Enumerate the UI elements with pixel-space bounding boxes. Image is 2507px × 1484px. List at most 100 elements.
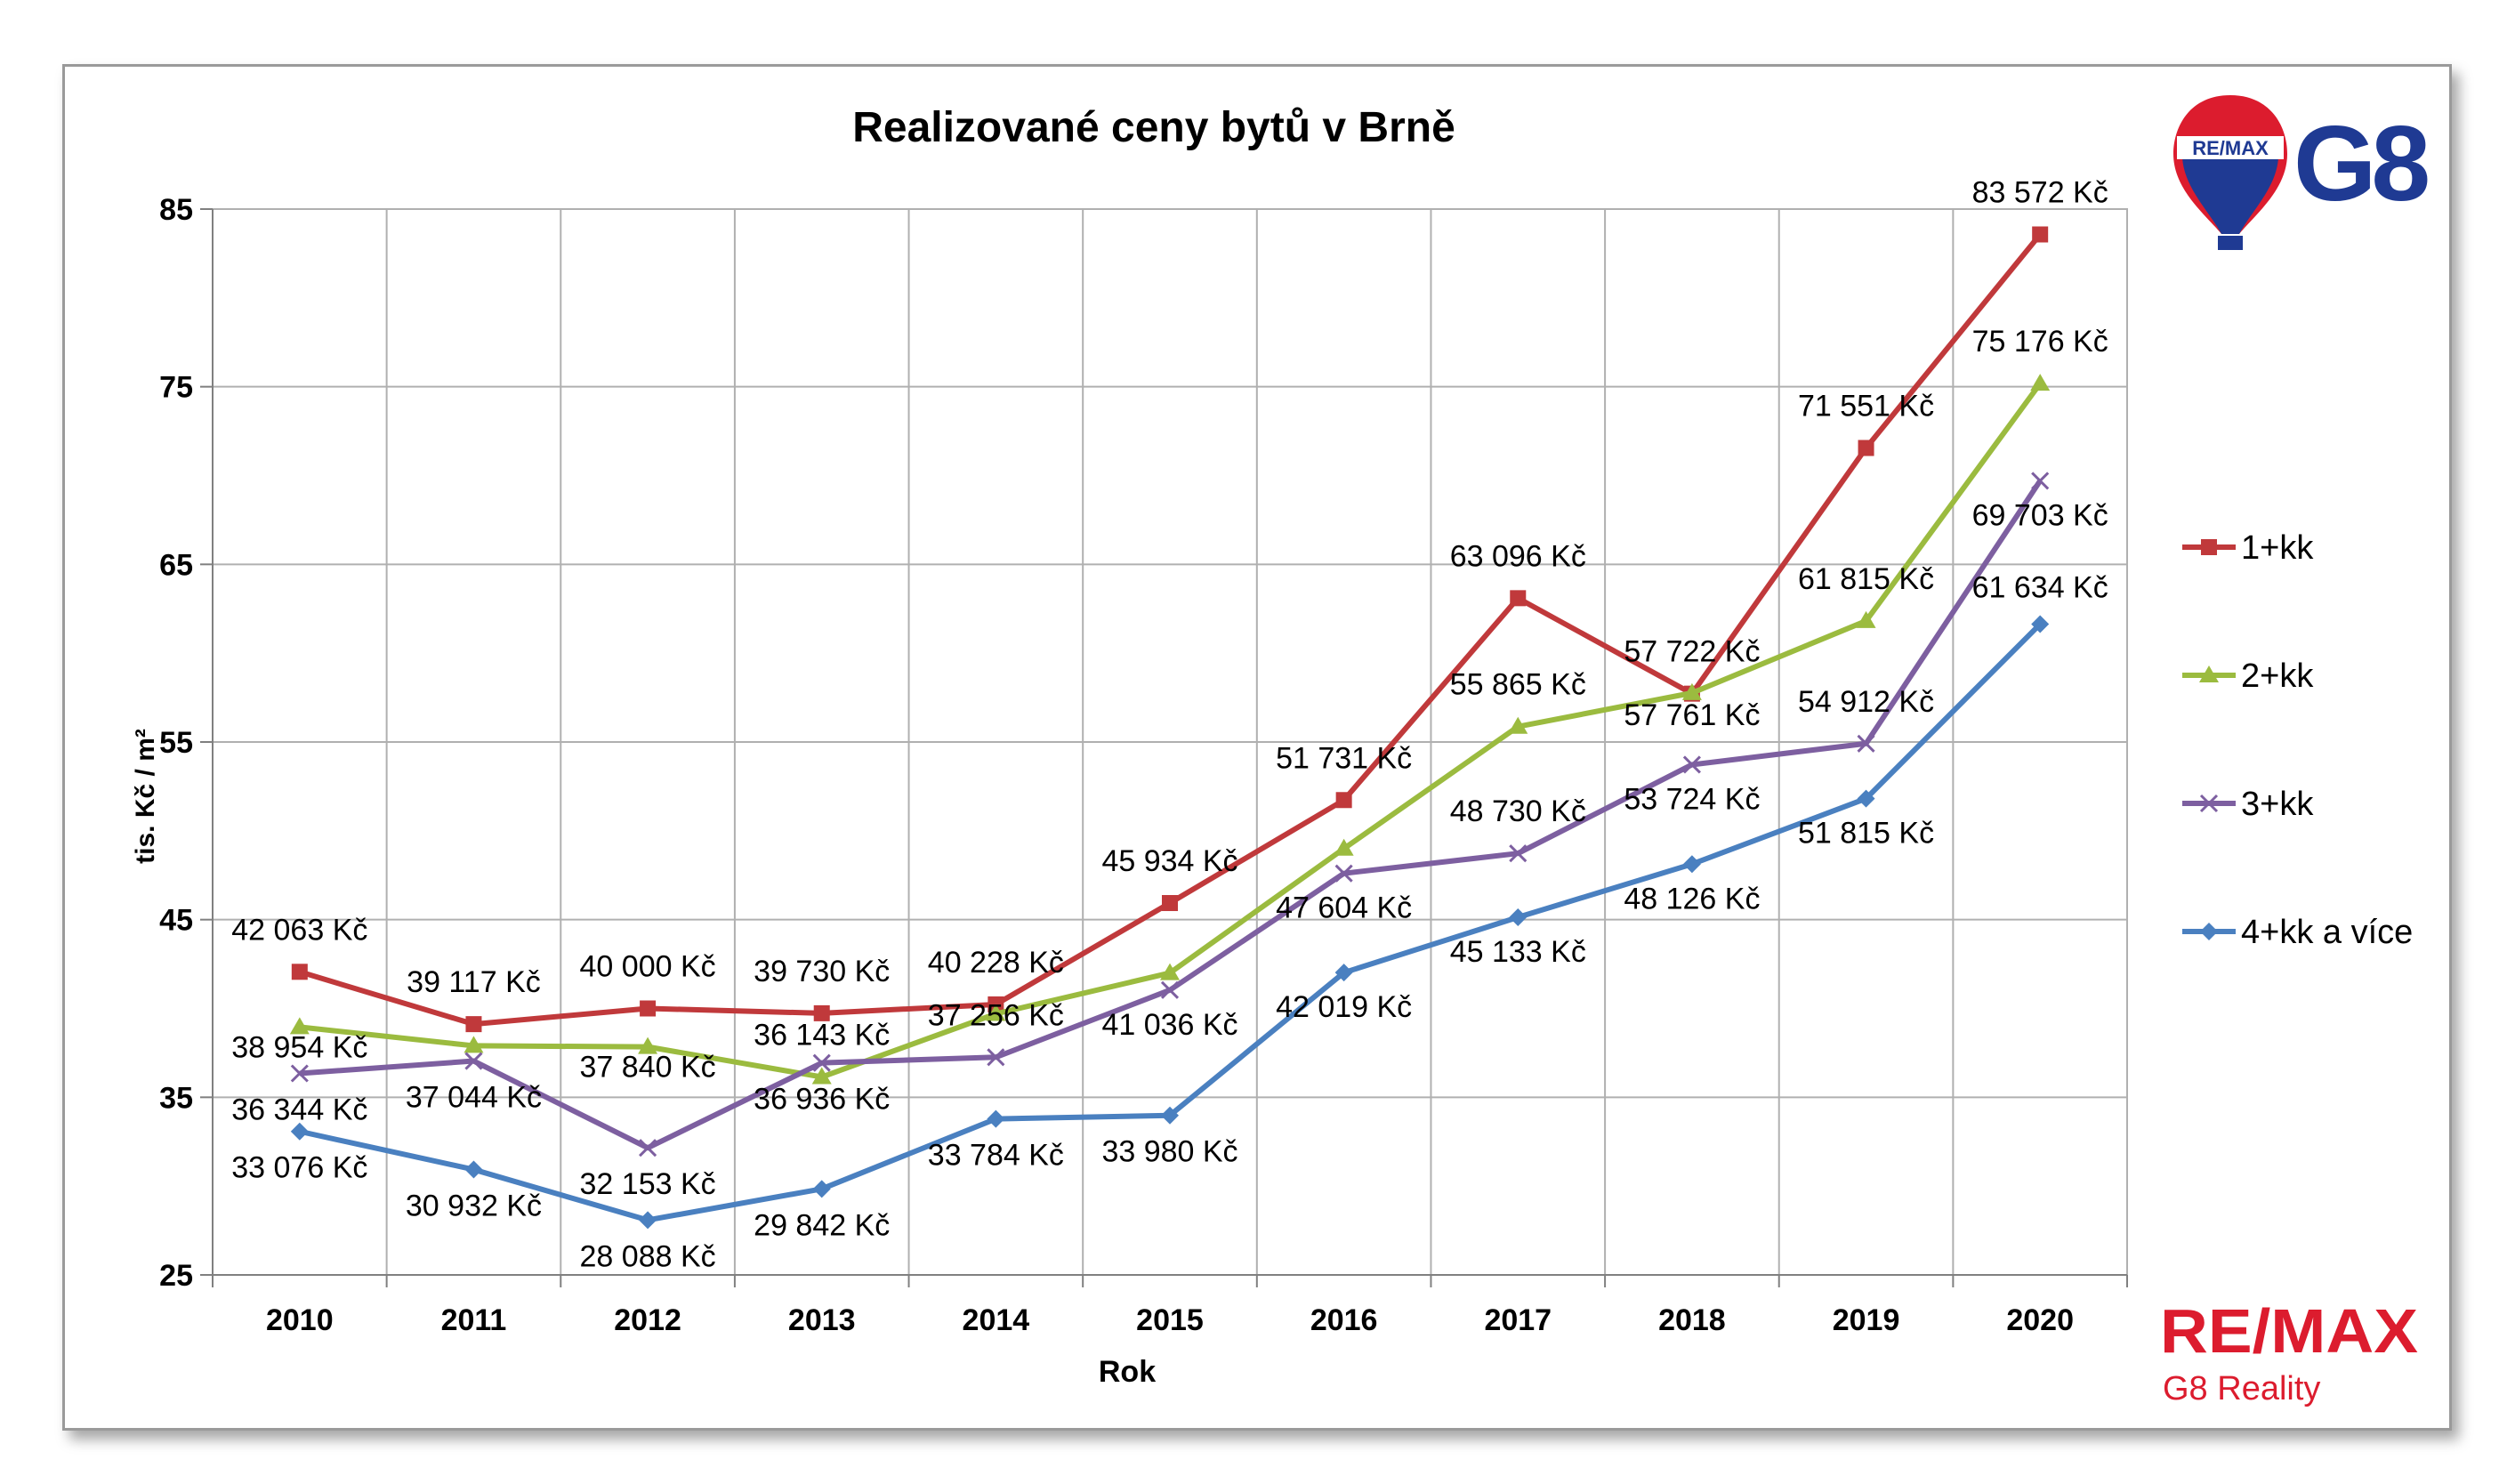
data-point — [813, 1004, 830, 1021]
data-point — [1509, 844, 1528, 863]
data-label: 36 936 Kč — [754, 1083, 890, 1117]
data-label: 29 842 Kč — [754, 1208, 890, 1242]
legend-marker — [2200, 923, 2218, 940]
data-point — [1682, 855, 1701, 874]
data-point — [812, 1053, 831, 1072]
y-tick-label: 35 — [159, 1081, 193, 1115]
data-point — [1334, 864, 1353, 883]
x-tick-label: 2011 — [441, 1303, 507, 1337]
data-point — [640, 1000, 657, 1017]
data-point — [1334, 964, 1353, 982]
data-label: 48 730 Kč — [1450, 794, 1586, 828]
data-label: 48 126 Kč — [1624, 882, 1760, 915]
x-tick-label: 2015 — [1136, 1303, 1204, 1337]
y-tick-label: 55 — [159, 726, 193, 760]
data-label: 71 551 Kč — [1798, 390, 1934, 423]
data-label: 61 815 Kč — [1798, 562, 1934, 596]
data-point — [1857, 789, 1875, 808]
x-tick-label: 2016 — [1310, 1303, 1378, 1337]
legend-entry: 4+kk a více — [2241, 914, 2413, 951]
data-label: 33 980 Kč — [1101, 1135, 1237, 1169]
legend-entry: 2+kk — [2241, 657, 2314, 695]
data-label: 57 761 Kč — [1624, 698, 1760, 732]
data-point — [986, 1004, 1006, 1021]
data-point — [464, 1052, 483, 1070]
data-point — [811, 1067, 832, 1085]
data-label: 61 634 Kč — [1972, 571, 2108, 605]
data-point — [290, 1064, 309, 1083]
data-label: 32 153 Kč — [580, 1167, 716, 1201]
data-label: 37 840 Kč — [580, 1051, 716, 1085]
data-label: 30 932 Kč — [406, 1190, 542, 1223]
data-label: 75 176 Kč — [1972, 325, 2108, 359]
data-point — [2031, 615, 2050, 633]
data-point — [1335, 792, 1352, 809]
chart-frame: 25 35 45 55 65 75 85 2010 2011 2012 2013 2014 2015 20… — [62, 64, 2452, 1431]
g8-logo: G8 — [2293, 104, 2428, 223]
data-label: 51 815 Kč — [1798, 817, 1934, 851]
legend-marker — [2201, 539, 2217, 555]
data-point — [1858, 440, 1874, 456]
y-axis-label: tis. Kč / m² — [131, 729, 160, 864]
data-label: 42 019 Kč — [1276, 990, 1412, 1024]
x-tick-label: 2018 — [1658, 1303, 1726, 1337]
data-point — [1681, 682, 1702, 700]
x-tick-label: 2017 — [1484, 1303, 1552, 1337]
data-point — [465, 1016, 482, 1033]
data-label: 39 117 Kč — [407, 965, 541, 999]
data-label: 45 934 Kč — [1101, 844, 1237, 878]
data-point — [639, 1139, 657, 1157]
data-label: 37 256 Kč — [928, 998, 1064, 1032]
x-tick-label: 2019 — [1833, 1303, 1900, 1337]
data-point — [1509, 908, 1528, 927]
legend-entry: 3+kk — [2241, 786, 2314, 823]
y-tick-label: 45 — [159, 904, 193, 938]
y-tick-label: 85 — [159, 193, 193, 227]
data-point — [1334, 838, 1354, 856]
remax-balloon-logo: RE/MAX — [2173, 95, 2287, 250]
legend-entry: 1+kk — [2241, 529, 2314, 567]
data-label: 54 912 Kč — [1798, 685, 1934, 719]
x-tick-label: 2013 — [788, 1303, 856, 1337]
y-tick-label: 65 — [159, 548, 193, 582]
x-tick-label: 2014 — [963, 1303, 1030, 1337]
data-point — [639, 1211, 657, 1230]
data-point — [290, 1122, 309, 1141]
data-label: 83 572 Kč — [1972, 176, 2108, 210]
x-tick-label: 2012 — [614, 1303, 681, 1337]
data-label: 41 036 Kč — [1101, 1008, 1237, 1042]
data-point — [2030, 374, 2051, 391]
data-label: 69 703 Kč — [1972, 498, 2108, 532]
data-label: 57 722 Kč — [1624, 635, 1760, 669]
data-point — [2032, 226, 2049, 243]
y-tick-label: 25 — [159, 1259, 193, 1293]
x-tick-label: 2010 — [266, 1303, 334, 1337]
remax-wordmark: RE/MAX — [2160, 1296, 2418, 1366]
data-point — [1508, 716, 1528, 734]
data-point — [1856, 610, 1876, 628]
data-label: 39 730 Kč — [754, 955, 890, 988]
data-point — [638, 1036, 658, 1054]
data-label: 37 044 Kč — [406, 1081, 542, 1115]
data-point — [2031, 472, 2050, 490]
data-point — [464, 1160, 483, 1179]
x-axis-label: Rok — [1099, 1355, 1156, 1389]
data-label: 33 784 Kč — [928, 1139, 1064, 1173]
legend-marker — [2199, 665, 2219, 682]
data-point — [1857, 734, 1875, 753]
data-point — [291, 964, 308, 980]
data-label: 55 865 Kč — [1450, 668, 1586, 702]
data-label: 36 143 Kč — [754, 1019, 890, 1053]
data-point — [289, 1017, 310, 1035]
data-point — [1682, 755, 1701, 774]
data-label: 36 344 Kč — [231, 1093, 367, 1126]
data-label: 38 954 Kč — [231, 1030, 367, 1064]
data-label: 47 604 Kč — [1276, 891, 1412, 925]
data-point — [1510, 590, 1527, 607]
y-tick-label: 75 — [159, 371, 193, 405]
g8-reality-text: G8 Reality — [2163, 1370, 2320, 1407]
data-label: 40 228 Kč — [928, 946, 1064, 980]
data-label: 63 096 Kč — [1450, 539, 1586, 573]
data-point — [987, 1048, 1005, 1067]
data-point — [1161, 1106, 1179, 1125]
